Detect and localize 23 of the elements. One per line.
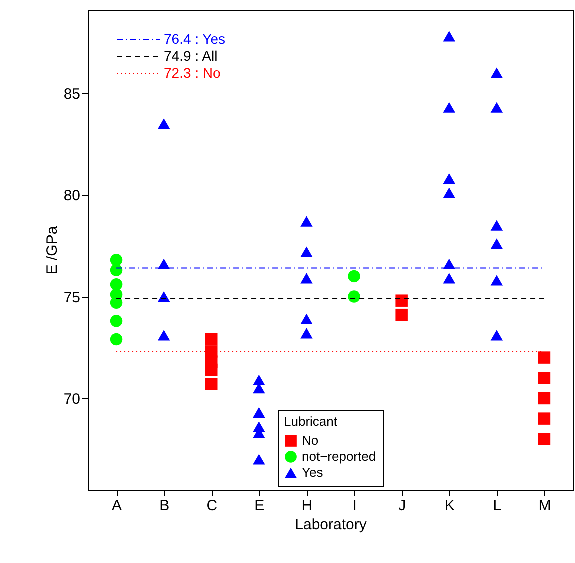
y-tick-label: 75 (64, 289, 80, 306)
x-tick-label: H (302, 498, 313, 514)
x-tick-label: E (254, 498, 265, 514)
legend-label: 76.4 : Yes (164, 31, 226, 47)
x-axis-title: Laboratory (295, 516, 368, 534)
y-tick-label: 80 (64, 188, 80, 205)
y-axis-title: E /GPa (44, 226, 61, 275)
x-tick-label: J (398, 498, 406, 514)
legend-title: Lubricant (284, 414, 338, 429)
x-tick-label: I (352, 498, 357, 514)
x-tick-label: K (444, 498, 455, 514)
x-tick-label: C (206, 498, 218, 514)
legend-label: not−reported (302, 449, 376, 464)
legend-label: 74.9 : All (164, 48, 218, 64)
y-tick-label: 85 (64, 86, 80, 103)
y-tick-label: 70 (64, 390, 80, 408)
legend-label: No (302, 433, 319, 448)
x-tick-label: M (538, 498, 552, 514)
x-tick-label: L (493, 498, 502, 514)
x-tick-label: A (112, 498, 122, 514)
legend-label: 72.3 : No (164, 65, 222, 81)
legend-label: Yes (302, 465, 324, 480)
x-tick-label: B (160, 498, 170, 514)
